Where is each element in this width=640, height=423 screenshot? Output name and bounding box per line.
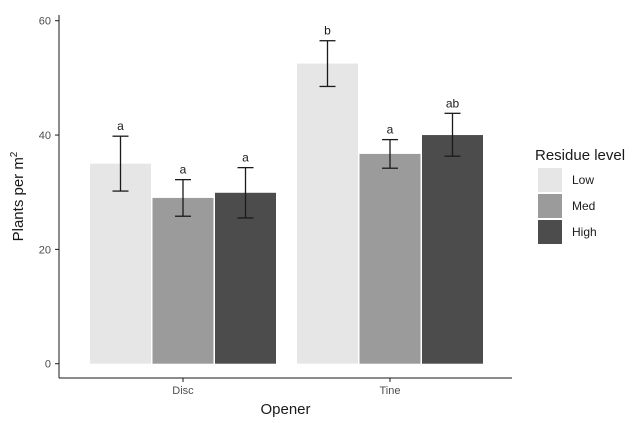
error-bar-tine-high bbox=[444, 112, 461, 157]
error-bar-tine-med bbox=[382, 138, 398, 169]
y-ticks-layer: 0 20 40 60 bbox=[39, 16, 59, 371]
bar-tine-med bbox=[359, 153, 421, 364]
bar-disc-med bbox=[152, 197, 214, 364]
bars-layer bbox=[90, 63, 483, 364]
bar-disc-low bbox=[90, 163, 151, 364]
y-tick-label: 40 bbox=[39, 130, 51, 142]
significance-label-disc-low: a bbox=[117, 119, 124, 133]
error-bar-tine-low bbox=[319, 40, 336, 88]
x-tick-label-disc: Disc bbox=[172, 385, 194, 397]
bar-tine-high bbox=[422, 135, 483, 364]
x-axis-title: Opener bbox=[260, 401, 310, 418]
legend-label-med: Med bbox=[572, 199, 595, 213]
bar-disc-high bbox=[215, 192, 276, 364]
significance-label-tine-high: ab bbox=[446, 96, 460, 110]
x-tick-label-tine: Tine bbox=[380, 385, 401, 397]
y-tick-label: 60 bbox=[39, 16, 51, 28]
significance-label-tine-med: a bbox=[387, 123, 394, 137]
y-tick-label: 20 bbox=[39, 244, 51, 256]
significance-label-tine-low: b bbox=[324, 24, 331, 38]
error-bar-disc-med bbox=[175, 178, 191, 217]
legend-label-low: Low bbox=[572, 173, 594, 187]
error-bar-disc-low bbox=[112, 135, 129, 192]
y-axis-title-superscript: 2 bbox=[9, 151, 20, 157]
legend-label-high: High bbox=[572, 225, 597, 239]
significance-label-disc-high: a bbox=[242, 151, 249, 165]
significance-label-disc-med: a bbox=[180, 163, 187, 177]
axes-layer bbox=[58, 15, 512, 379]
legend: Residue level Low Med High bbox=[535, 147, 625, 244]
error-bar-disc-high bbox=[237, 166, 254, 219]
legend-swatch-high bbox=[538, 220, 562, 244]
x-ticks-layer: Disc Tine bbox=[172, 378, 401, 397]
legend-swatch-med bbox=[538, 194, 562, 218]
y-tick-label: 0 bbox=[45, 359, 51, 371]
legend-swatch-low bbox=[538, 168, 562, 192]
bar-tine-low bbox=[297, 63, 358, 364]
y-axis-title-main: Plants per m bbox=[10, 157, 27, 241]
y-axis-title: Plants per m2 bbox=[9, 151, 27, 241]
error-bars-layer bbox=[112, 40, 461, 219]
legend-title: Residue level bbox=[535, 147, 625, 164]
